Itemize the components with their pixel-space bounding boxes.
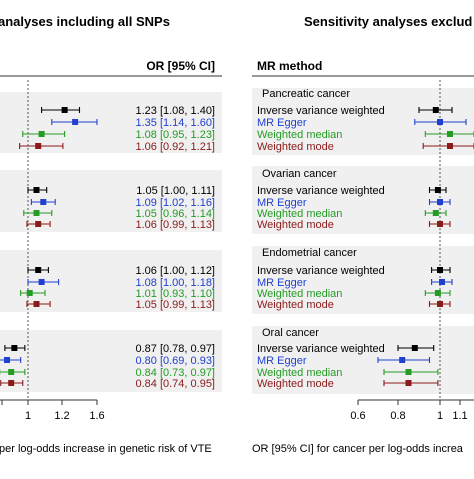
right-x-tick-label: 0.6 bbox=[350, 410, 365, 422]
right-method-label: MR Egger bbox=[257, 197, 307, 209]
right-point-estimate bbox=[405, 369, 412, 375]
left-or-ci-label: 1.05 [1.00, 1.11] bbox=[136, 185, 215, 197]
right-x-tick-label: 1 bbox=[437, 410, 443, 422]
left-point-estimate bbox=[4, 357, 10, 363]
left-x-tick-label: 1 bbox=[25, 410, 31, 422]
right-method-label: Weighted median bbox=[257, 288, 342, 300]
left-point-estimate bbox=[61, 107, 68, 113]
left-group-band bbox=[0, 330, 222, 392]
right-group-name: Endometrial cancer bbox=[262, 247, 357, 259]
left-point-estimate bbox=[8, 369, 15, 375]
left-point-estimate bbox=[40, 199, 47, 205]
right-panel-title: Sensitivity analyses exclud bbox=[304, 14, 472, 29]
right-point-estimate bbox=[434, 290, 441, 296]
right-method-label: Weighted mode bbox=[257, 141, 334, 153]
left-point-estimate bbox=[33, 210, 40, 216]
right-method-label: Inverse variance weighted bbox=[257, 105, 385, 117]
right-point-estimate bbox=[411, 345, 418, 351]
right-x-axis-label: OR [95% CI] for cancer per log-odds incr… bbox=[252, 443, 464, 455]
right-point-estimate bbox=[434, 187, 441, 193]
left-or-ci-label: 0.80 [0.69, 0.93] bbox=[135, 355, 215, 367]
left-point-estimate bbox=[35, 143, 42, 149]
right-method-label: MR Egger bbox=[257, 277, 307, 289]
right-point-estimate bbox=[405, 380, 412, 386]
left-or-ci-label: 1.35 [1.14, 1.60] bbox=[135, 117, 215, 129]
right-point-estimate bbox=[447, 143, 453, 149]
left-x-axis-label: per log-odds increase in genetic risk of… bbox=[0, 443, 212, 455]
left-point-estimate bbox=[38, 131, 45, 137]
left-or-ci-label: 0.84 [0.73, 0.97] bbox=[135, 367, 215, 379]
right-x-tick-label: 0.8 bbox=[390, 410, 405, 422]
left-point-estimate bbox=[35, 221, 42, 227]
left-x-tick-label: 1.6 bbox=[89, 410, 104, 422]
left-point-estimate bbox=[38, 279, 45, 285]
right-point-estimate bbox=[447, 131, 453, 137]
right-column-header: MR method bbox=[257, 59, 322, 73]
left-panel-title: analyses including all SNPs bbox=[0, 14, 170, 29]
right-method-label: Weighted mode bbox=[257, 299, 334, 311]
left-column-header: OR [95% CI] bbox=[146, 59, 215, 73]
left-or-ci-label: 1.05 [0.96, 1.14] bbox=[135, 208, 215, 220]
left-or-ci-label: 1.08 [0.95, 1.23] bbox=[135, 129, 215, 141]
right-method-label: Inverse variance weighted bbox=[257, 343, 385, 355]
right-point-estimate bbox=[432, 107, 439, 113]
left-point-estimate bbox=[33, 301, 40, 307]
left-x-tick-label: 1.2 bbox=[54, 410, 69, 422]
right-group-name: Ovarian cancer bbox=[262, 168, 337, 180]
left-or-ci-label: 1.06 [1.00, 1.12] bbox=[135, 265, 215, 277]
left-group-band bbox=[0, 92, 222, 153]
left-or-ci-label: 1.23 [1.08, 1.40] bbox=[135, 105, 215, 117]
right-point-estimate bbox=[437, 199, 443, 205]
right-point-estimate bbox=[437, 221, 443, 227]
right-point-estimate bbox=[432, 210, 439, 216]
right-point-estimate bbox=[437, 301, 443, 307]
left-point-estimate bbox=[72, 119, 79, 125]
left-or-ci-label: 1.01 [0.93, 1.10] bbox=[135, 288, 215, 300]
right-method-label: Weighted median bbox=[257, 367, 342, 379]
left-point-estimate bbox=[26, 290, 33, 296]
left-point-estimate bbox=[11, 345, 18, 351]
right-x-tick-label: 1.1 bbox=[452, 410, 467, 422]
left-or-ci-label: 1.08 [1.00, 1.18] bbox=[135, 277, 215, 289]
right-point-estimate bbox=[399, 357, 406, 363]
left-or-ci-label: 1.05 [0.99, 1.13] bbox=[135, 299, 215, 311]
left-point-estimate bbox=[8, 380, 15, 386]
right-group-name: Oral cancer bbox=[262, 327, 319, 339]
right-group-name: Pancreatic cancer bbox=[262, 88, 350, 100]
right-method-label: Weighted mode bbox=[257, 219, 334, 231]
left-point-estimate bbox=[35, 267, 42, 273]
left-or-ci-label: 1.09 [1.02, 1.16] bbox=[135, 197, 215, 209]
right-method-label: Weighted median bbox=[257, 208, 342, 220]
right-method-label: Weighted median bbox=[257, 129, 342, 141]
left-point-estimate bbox=[33, 187, 40, 193]
right-method-label: MR Egger bbox=[257, 355, 307, 367]
right-method-label: MR Egger bbox=[257, 117, 307, 129]
right-point-estimate bbox=[437, 119, 443, 125]
right-method-label: Inverse variance weighted bbox=[257, 185, 385, 197]
right-method-label: Weighted mode bbox=[257, 378, 334, 390]
left-or-ci-label: 1.06 [0.99, 1.13] bbox=[135, 219, 215, 231]
left-or-ci-label: 0.84 [0.74, 0.95] bbox=[135, 378, 215, 390]
right-method-label: Inverse variance weighted bbox=[257, 265, 385, 277]
left-or-ci-label: 1.06 [0.92, 1.21] bbox=[135, 141, 215, 153]
right-point-estimate bbox=[439, 279, 445, 285]
right-point-estimate bbox=[437, 267, 443, 273]
left-or-ci-label: 0.87 [0.78, 0.97] bbox=[135, 343, 215, 355]
